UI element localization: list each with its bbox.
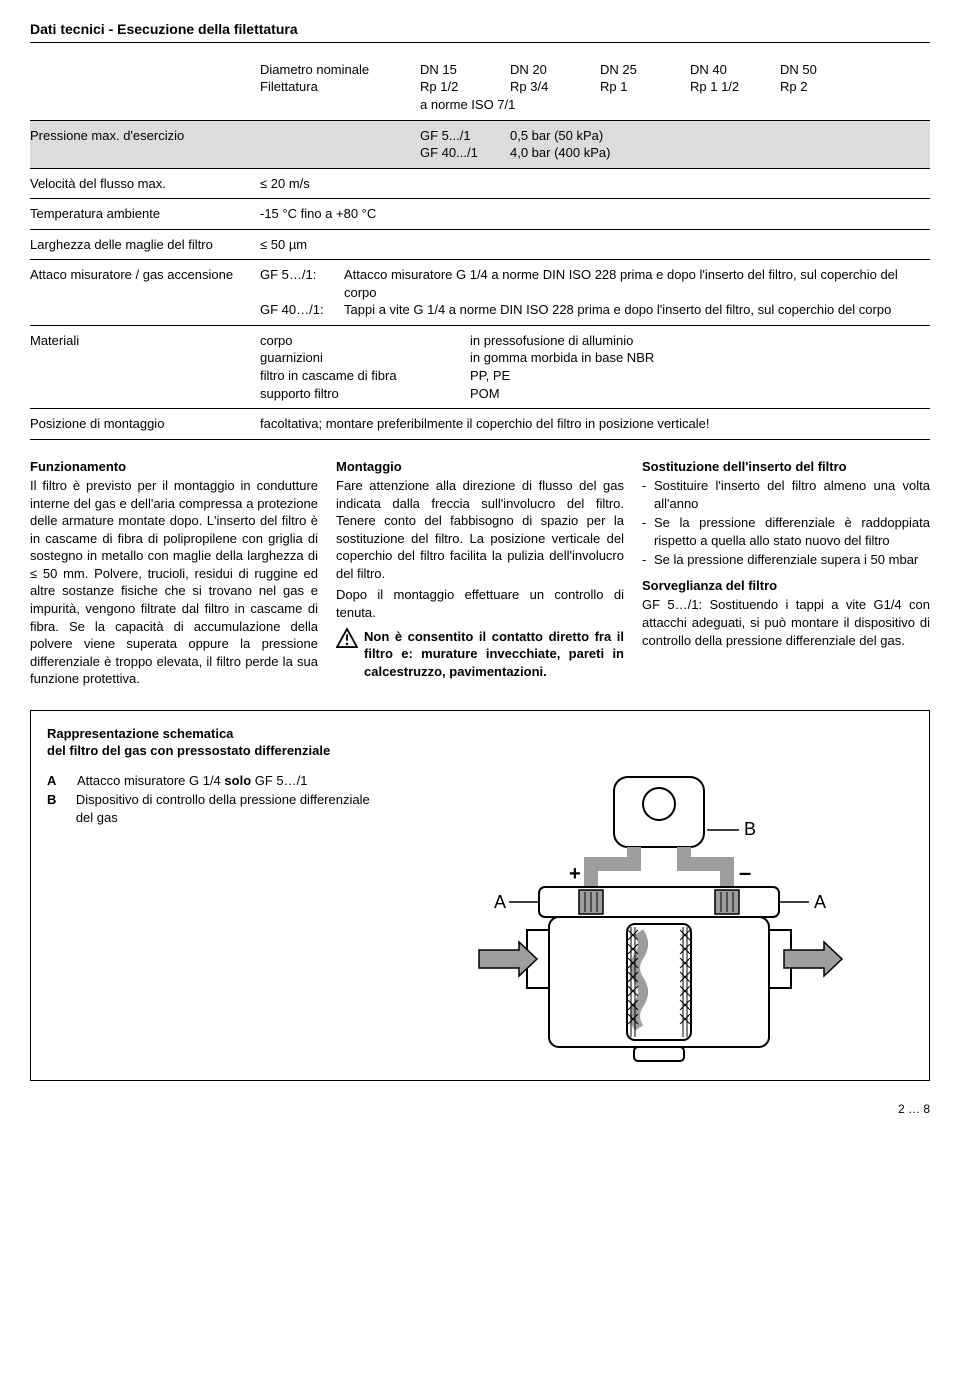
label-connector: Attaco misuratore / gas accensione xyxy=(30,266,260,284)
heading-sostituzione: Sostituzione dell'inserto del filtro xyxy=(642,458,930,476)
material-desc: in pressofusione di alluminio xyxy=(470,332,930,350)
plus-sign: + xyxy=(569,863,581,885)
label-mesh: Larghezza delle maglie del filtro xyxy=(30,236,260,254)
schematic-box: Rappresentazione schematica del filtro d… xyxy=(30,710,930,1081)
label-velocity: Velocità del flusso max. xyxy=(30,175,260,193)
material-name: guarnizioni xyxy=(260,349,470,367)
label-A-left: A xyxy=(494,892,506,912)
label-diameter: Diametro nominale xyxy=(260,61,420,79)
label-pressure: Pressione max. d'esercizio xyxy=(30,127,260,145)
list-item: Se la pressione differenziale è raddoppi… xyxy=(642,514,930,549)
material-name: filtro in cascame di fibra xyxy=(260,367,470,385)
label-mounting: Posizione di montaggio xyxy=(30,415,260,433)
row-connector: Attaco misuratore / gas accensione GF 5…… xyxy=(30,260,930,326)
heading-montaggio: Montaggio xyxy=(336,458,624,476)
col-sostituzione: Sostituzione dell'inserto del filtro Sos… xyxy=(642,458,930,692)
section-title: Dati tecnici - Esecuzione della filettat… xyxy=(30,20,930,43)
row-mounting: Posizione di montaggio facoltativa; mont… xyxy=(30,409,930,440)
material-name: corpo xyxy=(260,332,470,350)
list-item: Sostituire l'inserto del filtro almeno u… xyxy=(642,477,930,512)
col-funzionamento: Funzionamento Il filtro è previsto per i… xyxy=(30,458,318,692)
row-materials: Materiali corpoin pressofusione di allum… xyxy=(30,326,930,409)
list-item: Se la pressione differenziale supera i 5… xyxy=(642,551,930,569)
row-temperature: Temperatura ambiente -15 °C fino a +80 °… xyxy=(30,199,930,230)
label-B: B xyxy=(744,819,756,839)
columns-3: Funzionamento Il filtro è previsto per i… xyxy=(30,458,930,692)
minus-sign: – xyxy=(739,860,751,885)
row-diameter: Diametro nominale DN 15 DN 20 DN 25 DN 4… xyxy=(30,55,930,121)
page-footer: 2 … 8 xyxy=(30,1101,930,1117)
col-montaggio: Montaggio Fare attenzione alla direzione… xyxy=(336,458,624,692)
label-materials: Materiali xyxy=(30,332,260,350)
material-desc: POM xyxy=(470,385,930,403)
warning-block: Non è consentito il contatto diretto fra… xyxy=(336,628,624,685)
row-pressure: Pressione max. d'esercizio GF 5.../1 0,5… xyxy=(30,121,930,169)
material-name: supporto filtro xyxy=(260,385,470,403)
schematic-legend: A Attacco misuratore G 1/4 solo GF 5…/1 … xyxy=(47,772,387,1072)
schematic-title-2: del filtro del gas con pressostato diffe… xyxy=(47,742,913,760)
row-mesh: Larghezza delle maglie del filtro ≤ 50 µ… xyxy=(30,230,930,261)
material-desc: PP, PE xyxy=(470,367,930,385)
row-velocity: Velocità del flusso max. ≤ 20 m/s xyxy=(30,169,930,200)
heading-sorveglianza: Sorveglianza del filtro xyxy=(642,577,930,595)
label-thread: Filettatura xyxy=(260,78,420,96)
schematic-diagram: B + – A A xyxy=(405,772,913,1072)
label-temperature: Temperatura ambiente xyxy=(30,205,260,223)
schematic-title-1: Rappresentazione schematica xyxy=(47,725,913,743)
heading-funzionamento: Funzionamento xyxy=(30,458,318,476)
label-A-right: A xyxy=(814,892,826,912)
material-desc: in gomma morbida in base NBR xyxy=(470,349,930,367)
warning-icon xyxy=(336,628,358,648)
